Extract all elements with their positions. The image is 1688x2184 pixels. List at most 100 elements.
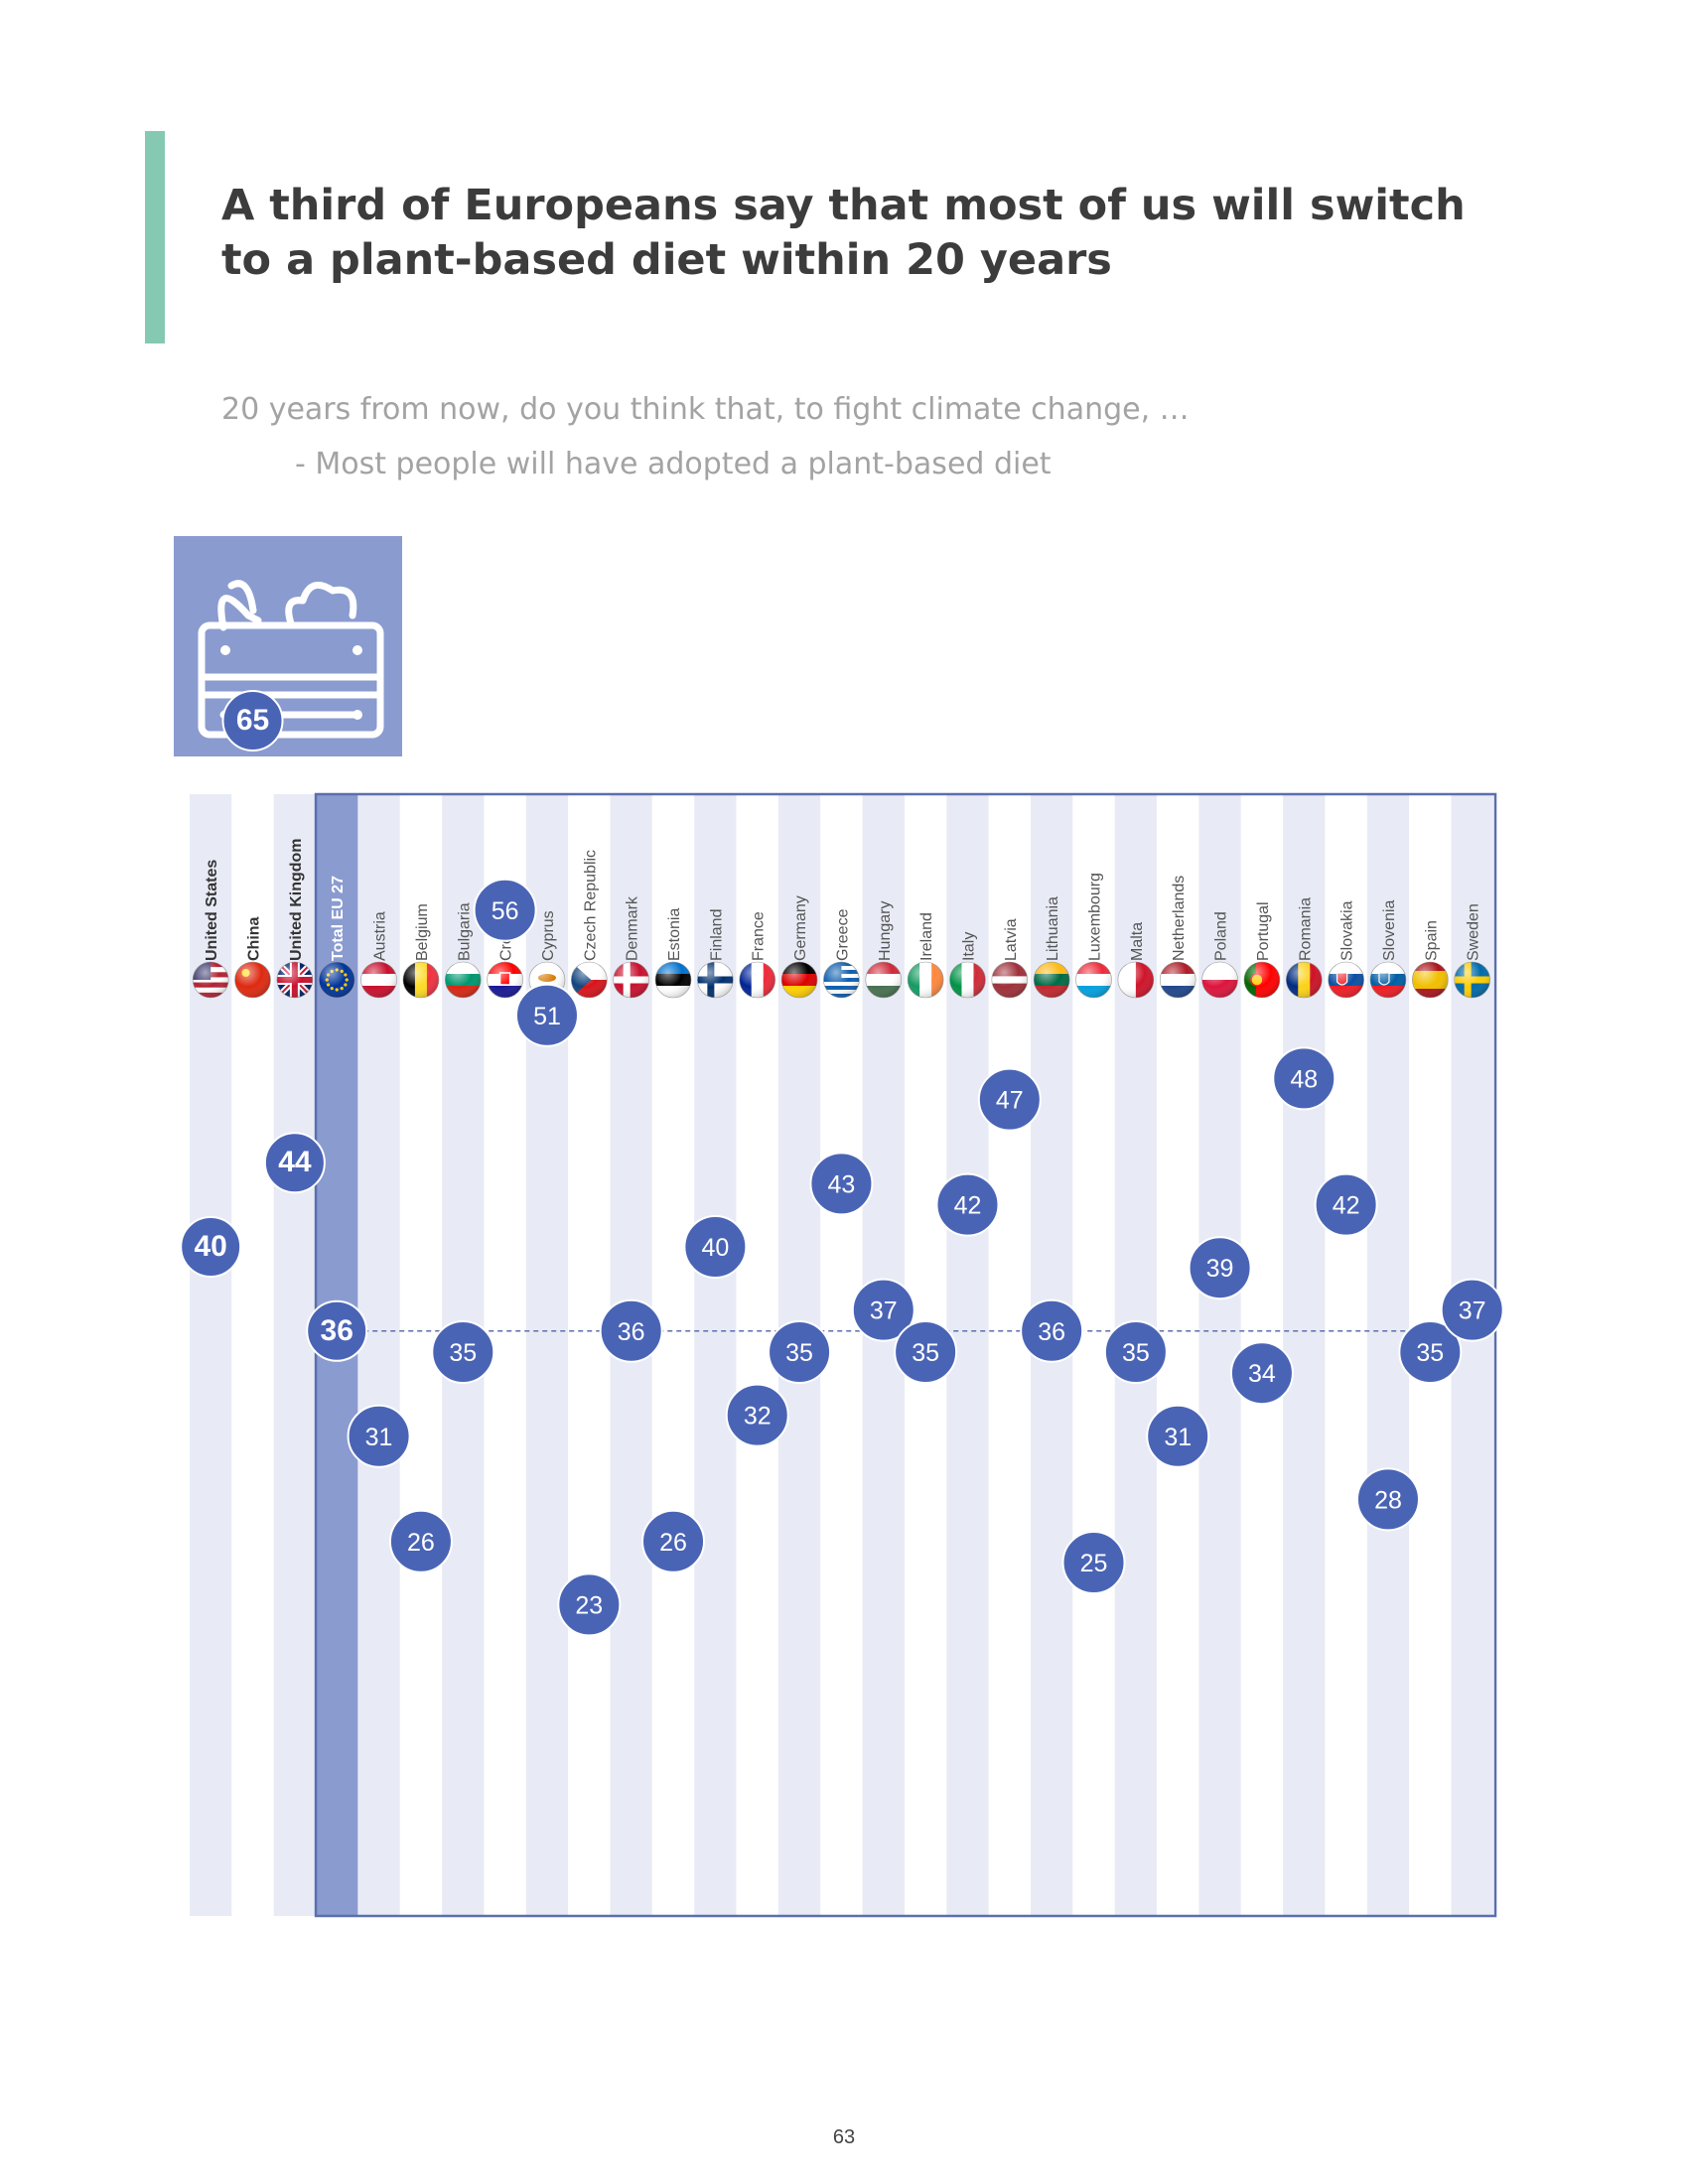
data-bubble bbox=[1188, 1236, 1252, 1300]
category-label: Finland bbox=[708, 909, 725, 961]
category-label: Italy bbox=[960, 932, 977, 961]
data-label: 26 bbox=[659, 1529, 687, 1557]
greece-flag-icon bbox=[823, 961, 860, 999]
category-label: Portugal bbox=[1255, 901, 1272, 961]
data-label: 35 bbox=[912, 1339, 939, 1367]
slovakia-flag-icon bbox=[1328, 961, 1364, 999]
data-label: 25 bbox=[1080, 1550, 1108, 1577]
data-point-latvia: 47 bbox=[977, 1067, 1042, 1132]
data-point-total-eu-27: 36 bbox=[306, 1299, 368, 1362]
china-flag-icon bbox=[234, 961, 271, 999]
category-label: China bbox=[246, 916, 263, 961]
data-bubble bbox=[1061, 1531, 1126, 1594]
denmark-flag-icon bbox=[613, 961, 649, 999]
belgium-flag-icon bbox=[402, 961, 440, 999]
data-label: 31 bbox=[1164, 1424, 1192, 1451]
data-label: 26 bbox=[407, 1529, 435, 1557]
data-label: 47 bbox=[996, 1087, 1024, 1115]
data-bubble bbox=[599, 1298, 663, 1363]
data-bubble bbox=[725, 1383, 789, 1447]
lithuania-flag-icon bbox=[1033, 961, 1070, 999]
data-bubble bbox=[431, 1320, 495, 1384]
data-label: 51 bbox=[533, 1003, 561, 1030]
data-point-czech-republic: 23 bbox=[557, 1572, 622, 1637]
category-label: Lithuania bbox=[1045, 896, 1061, 961]
data-label: 43 bbox=[828, 1170, 856, 1198]
data-bubble bbox=[894, 1320, 958, 1384]
data-point-portugal: 34 bbox=[1229, 1341, 1294, 1406]
data-bubble bbox=[1020, 1298, 1084, 1363]
category-label: Greece bbox=[834, 908, 851, 961]
category-label: Romania bbox=[1297, 897, 1314, 961]
data-bubble bbox=[306, 1299, 368, 1362]
data-label: 35 bbox=[1122, 1339, 1150, 1367]
data-bubble bbox=[473, 878, 537, 942]
data-label: 65 bbox=[236, 704, 269, 737]
data-point-finland: 40 bbox=[683, 1215, 748, 1279]
data-point-luxembourg: 25 bbox=[1061, 1531, 1126, 1594]
data-label: 37 bbox=[870, 1297, 898, 1325]
data-point-belgium: 26 bbox=[388, 1509, 453, 1573]
category-label: Estonia bbox=[666, 908, 683, 961]
eu-frame bbox=[314, 792, 1497, 1918]
sweden-flag-icon bbox=[1454, 961, 1490, 999]
sub-question-text: - Most people will have adopted a plant-… bbox=[295, 447, 1052, 481]
data-label: 37 bbox=[1459, 1297, 1486, 1325]
data-point-lithuania: 36 bbox=[1020, 1298, 1084, 1363]
data-label: 42 bbox=[1333, 1192, 1360, 1220]
question-text: 20 years from now, do you think that, to… bbox=[221, 392, 1190, 427]
data-point-romania: 48 bbox=[1272, 1046, 1336, 1111]
data-bubble bbox=[1440, 1278, 1504, 1342]
plant-crate-icon bbox=[174, 536, 402, 756]
category-label: United Kingdom bbox=[288, 838, 305, 961]
data-point-united-states: 40 bbox=[180, 1216, 242, 1278]
data-point-hungary: 37 bbox=[851, 1278, 915, 1342]
finland-flag-icon bbox=[697, 961, 734, 999]
category-label: Malta bbox=[1129, 922, 1146, 961]
data-label: 40 bbox=[194, 1230, 226, 1263]
data-point-france: 32 bbox=[725, 1383, 789, 1447]
category-label: Poland bbox=[1213, 911, 1230, 961]
data-point-greece: 43 bbox=[809, 1152, 874, 1216]
luxembourg-flag-icon bbox=[1075, 961, 1112, 999]
category-label: Sweden bbox=[1466, 903, 1482, 961]
data-label: 36 bbox=[1038, 1318, 1065, 1346]
data-point-ireland: 35 bbox=[894, 1320, 958, 1384]
poland-flag-icon bbox=[1201, 961, 1238, 999]
category-label: Latvia bbox=[1003, 918, 1020, 961]
category-label: United States bbox=[204, 860, 220, 961]
category-label: Denmark bbox=[625, 895, 641, 961]
netherlands-flag-icon bbox=[1159, 961, 1196, 999]
spain-flag-icon bbox=[1412, 961, 1449, 999]
category-label: Austria bbox=[372, 911, 389, 961]
data-point-malta: 35 bbox=[1103, 1320, 1168, 1384]
italy-flag-icon bbox=[949, 961, 986, 999]
romania-flag-icon bbox=[1285, 961, 1323, 999]
ireland-flag-icon bbox=[907, 961, 944, 999]
data-point-denmark: 36 bbox=[599, 1298, 663, 1363]
data-bubble bbox=[1146, 1404, 1210, 1468]
data-label: 34 bbox=[1248, 1360, 1276, 1388]
category-label: France bbox=[751, 911, 768, 961]
category-label: Germany bbox=[792, 895, 809, 961]
data-bubble bbox=[1103, 1320, 1168, 1384]
data-bubble bbox=[1272, 1046, 1336, 1111]
data-label: 23 bbox=[575, 1591, 603, 1619]
category-label: Netherlands bbox=[1171, 876, 1188, 961]
data-point-germany: 35 bbox=[768, 1320, 832, 1384]
data-point-cyprus: 51 bbox=[514, 983, 579, 1047]
data-label: 39 bbox=[1206, 1255, 1234, 1283]
data-label: 42 bbox=[954, 1192, 982, 1220]
data-label: 31 bbox=[365, 1424, 393, 1451]
data-label: 35 bbox=[785, 1339, 813, 1367]
data-point-spain: 35 bbox=[1398, 1320, 1463, 1384]
page-number: 63 bbox=[832, 2126, 856, 2148]
data-point-slovakia: 42 bbox=[1314, 1172, 1378, 1237]
data-point-austria: 31 bbox=[347, 1404, 411, 1468]
hungary-flag-icon bbox=[865, 961, 903, 999]
estonia-flag-icon bbox=[654, 961, 692, 999]
bulgaria-flag-icon bbox=[444, 961, 482, 999]
data-label: 28 bbox=[1374, 1486, 1402, 1514]
data-bubble bbox=[1398, 1320, 1463, 1384]
data-bubble bbox=[221, 690, 284, 751]
